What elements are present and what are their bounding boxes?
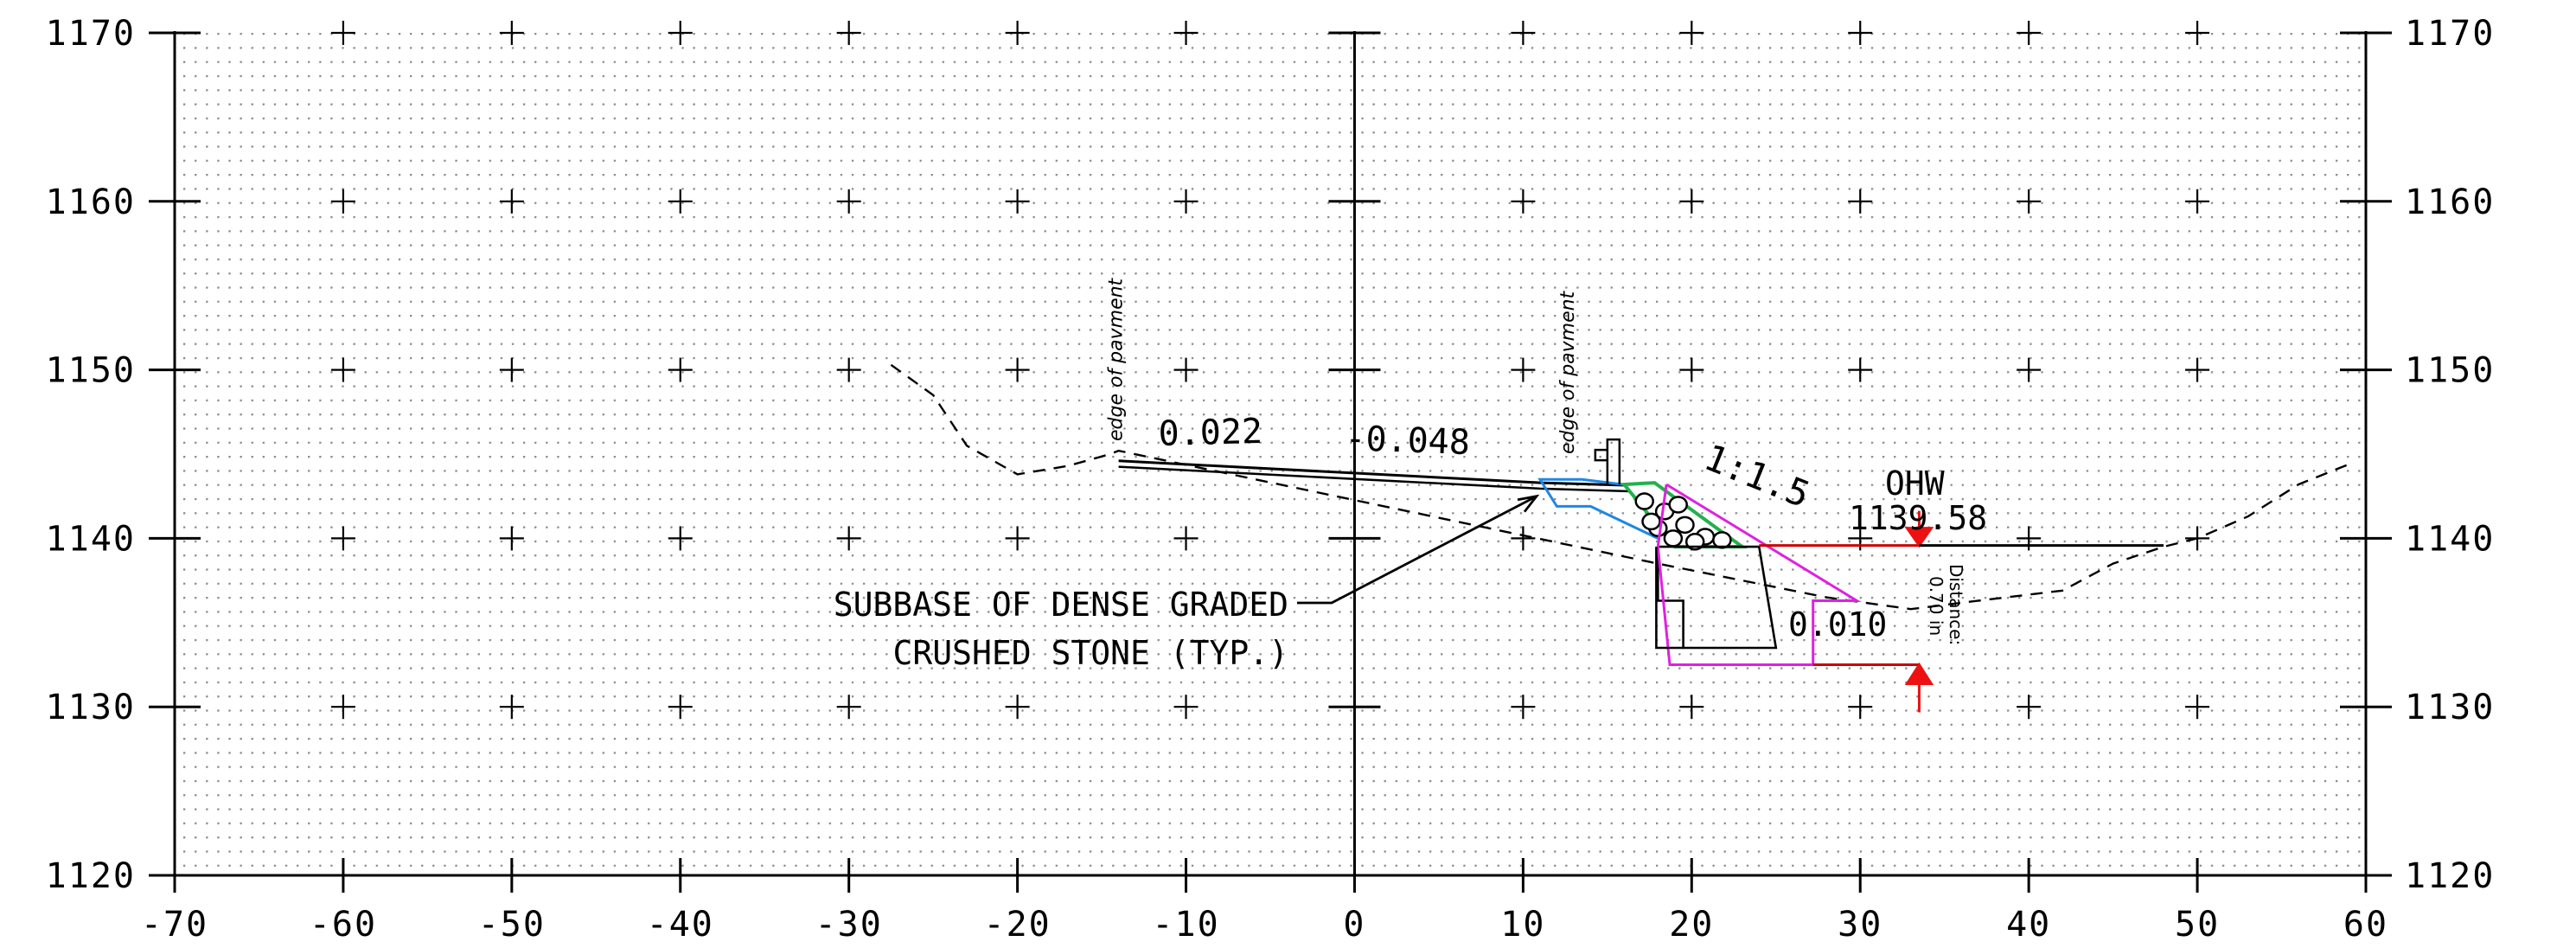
subbase-note-line1: SUBBASE OF DENSE GRADED (834, 586, 1288, 624)
ohw-elevation-label: 1139.58 (1849, 499, 1987, 537)
edge-of-pavement-label-left: edge of pavment (1106, 277, 1128, 441)
subbase-note-line2: CRUSHED STONE (TYP.) (892, 634, 1288, 672)
y-tick-label-right: 1140 (2405, 519, 2495, 559)
y-tick-label-right: 1160 (2405, 183, 2495, 222)
cross-slope-left-label: 0.022 (1158, 412, 1263, 454)
riprap-stone (1684, 533, 1705, 551)
x-tick-label: 40 (2006, 905, 2051, 945)
x-tick-label: 20 (1669, 905, 1714, 945)
x-tick-label: 30 (1838, 905, 1882, 945)
x-tick-label: -40 (647, 905, 714, 945)
x-tick-label: -30 (815, 905, 883, 945)
x-tick-labels: -70 -60 -50 -40 -30 -20 -10 0 10 20 30 40 50 60 (141, 905, 2388, 945)
y-tick-labels-left: 1120 1130 1140 1150 1160 1170 (46, 14, 136, 896)
distance-value: 0.70 in (1926, 576, 1946, 636)
existing-ground-line (890, 363, 2349, 611)
y-tick-label-right: 1170 (2405, 14, 2495, 54)
y-tick-labels-right: 1120 1130 1140 1150 1160 1170 (2405, 14, 2495, 896)
grid-crosses (149, 21, 2392, 893)
riprap-stone (1675, 516, 1695, 535)
x-tick-label: -60 (310, 905, 377, 945)
x-tick-label: 50 (2175, 905, 2220, 945)
x-tick-label: -10 (1152, 905, 1219, 945)
y-tick-label-left: 1140 (46, 519, 136, 559)
plot-area: -70 -60 -50 -40 -30 -20 -10 0 10 20 30 40 50 60 11201… (46, 14, 2495, 945)
subbase-leader-line (1297, 494, 1540, 605)
annotations: edge of pavment edge of pavment 0.022 -0… (834, 277, 1987, 672)
x-tick-label: -50 (478, 905, 546, 945)
x-tick-label: 0 (1343, 905, 1365, 945)
y-tick-label-right: 1120 (2405, 856, 2495, 896)
ohw-title-label: OHW (1885, 464, 1945, 503)
culvert-inner-wall (1655, 547, 1684, 650)
cross-slope-center-label: -0.048 (1345, 419, 1471, 463)
riprap-stones (1634, 492, 1732, 551)
riprap-stone (1641, 512, 1661, 531)
x-tick-label: -70 (141, 905, 208, 945)
pavement-top-line (1118, 459, 1655, 488)
riprap-stone (1668, 496, 1688, 514)
riprap-stone (1712, 531, 1732, 549)
y-tick-label-left: 1170 (46, 14, 136, 54)
guardrail-post-icon (1594, 438, 1621, 485)
grid-frame (173, 31, 2368, 877)
distance-label: Distance: (1946, 564, 1966, 645)
x-tick-label: 60 (2343, 905, 2388, 945)
y-tick-label-right: 1130 (2405, 688, 2495, 727)
distance-marker-bottom-arrow (1904, 662, 1934, 713)
x-tick-label: 10 (1500, 905, 1545, 945)
y-tick-label-left: 1130 (46, 688, 136, 727)
pavement-bottom-line (1118, 465, 1655, 494)
edge-of-pavement-label-right: edge of pavment (1557, 290, 1579, 454)
y-tick-label-left: 1120 (46, 856, 136, 896)
bottom-slope-label: 0.010 (1788, 605, 1887, 644)
section-features (890, 363, 2349, 713)
y-tick-label-left: 1160 (46, 183, 136, 222)
y-tick-label-left: 1150 (46, 351, 136, 391)
dot-grid (175, 33, 2366, 875)
riprap-stone (1663, 529, 1684, 548)
x-tick-label: -20 (983, 905, 1051, 945)
riprap-stone (1634, 492, 1654, 510)
distance-marker-top-arrow (1904, 510, 1934, 548)
y-tick-label-right: 1150 (2405, 351, 2495, 391)
